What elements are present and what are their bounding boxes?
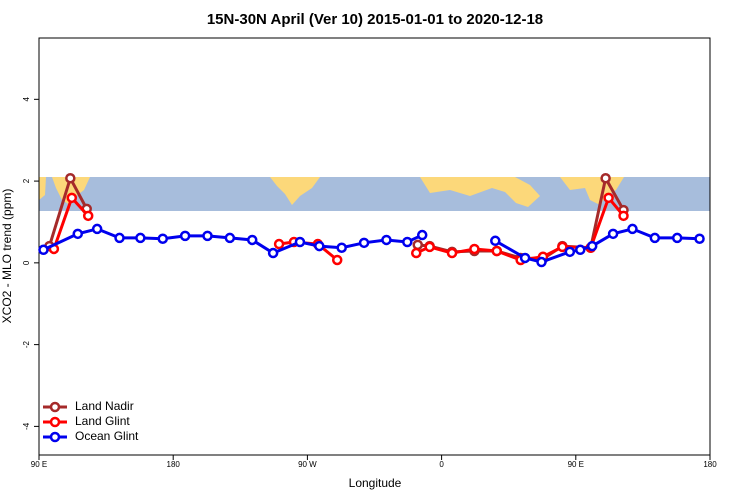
x-tick-label: 180 bbox=[703, 460, 717, 469]
legend-label: Land Nadir bbox=[75, 399, 134, 413]
point bbox=[618, 210, 629, 222]
land-shapes bbox=[39, 177, 624, 207]
x-axis-label: Longitude bbox=[349, 476, 402, 490]
point bbox=[412, 239, 423, 251]
point bbox=[564, 246, 576, 258]
point bbox=[224, 232, 236, 244]
point bbox=[536, 256, 547, 268]
point bbox=[649, 232, 661, 244]
point bbox=[446, 247, 458, 259]
point bbox=[557, 241, 568, 253]
point bbox=[273, 238, 285, 250]
x-tick-label: 90 W bbox=[298, 460, 317, 469]
point bbox=[600, 172, 611, 184]
point bbox=[586, 240, 598, 252]
point bbox=[607, 228, 619, 240]
y-tick-label: 0 bbox=[22, 260, 31, 265]
point bbox=[416, 229, 428, 241]
y-axis-label: XCO2 - MLO trend (ppm) bbox=[0, 189, 14, 324]
point bbox=[246, 234, 258, 246]
point bbox=[491, 245, 503, 257]
point bbox=[411, 247, 422, 259]
legend-marker bbox=[49, 416, 61, 428]
y-tick-label: 2 bbox=[22, 178, 31, 183]
point bbox=[358, 237, 370, 249]
x-tick-label: 90 E bbox=[31, 460, 47, 469]
point bbox=[135, 232, 146, 244]
point bbox=[671, 232, 683, 244]
x-tick-label: 180 bbox=[167, 460, 181, 469]
point bbox=[490, 235, 501, 247]
chart-title: 15N-30N April (Ver 10) 2015-01-01 to 202… bbox=[207, 11, 543, 28]
point bbox=[179, 230, 191, 242]
x-tick-label: 90 E bbox=[568, 460, 584, 469]
point bbox=[65, 172, 76, 184]
point bbox=[627, 223, 638, 235]
legend-marker bbox=[49, 431, 61, 443]
point bbox=[267, 247, 279, 259]
point bbox=[424, 241, 435, 253]
point bbox=[469, 243, 480, 255]
y-tick-label: 4 bbox=[22, 97, 31, 102]
point bbox=[336, 242, 347, 253]
point bbox=[694, 233, 705, 244]
point bbox=[91, 223, 103, 235]
point bbox=[603, 192, 614, 204]
point bbox=[519, 252, 531, 264]
point bbox=[402, 236, 413, 248]
point bbox=[72, 228, 84, 240]
point bbox=[202, 230, 213, 242]
point bbox=[114, 232, 125, 244]
point bbox=[66, 192, 78, 204]
legend-label: Ocean Glint bbox=[75, 429, 139, 443]
point bbox=[294, 236, 306, 248]
legend-label: Land Glint bbox=[75, 414, 130, 428]
point bbox=[575, 244, 586, 256]
legend-marker bbox=[49, 401, 61, 413]
point bbox=[82, 210, 94, 222]
point bbox=[331, 254, 343, 266]
point bbox=[157, 233, 169, 244]
point bbox=[38, 244, 49, 256]
x-tick-label: 0 bbox=[439, 460, 444, 469]
map-band bbox=[39, 177, 710, 211]
y-tick-label: -2 bbox=[22, 341, 31, 349]
point bbox=[314, 240, 325, 252]
point bbox=[381, 234, 392, 246]
plot-frame bbox=[38, 37, 711, 456]
y-tick-label: -4 bbox=[22, 422, 31, 430]
